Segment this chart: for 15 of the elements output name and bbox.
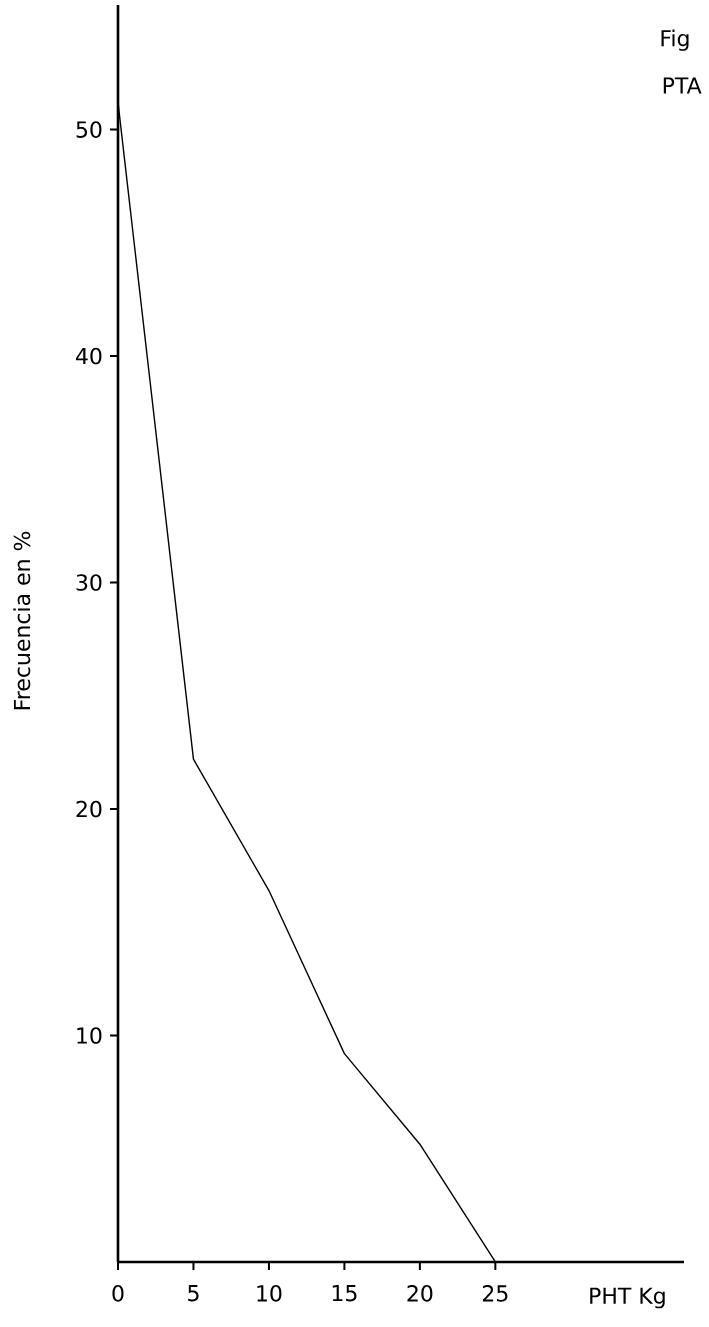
- x-tick-label: 20: [407, 1285, 433, 1302]
- y-tick-label: 10: [77, 1027, 102, 1044]
- x-tick-label: 5: [188, 1285, 199, 1302]
- x-tick-label: 25: [482, 1285, 508, 1302]
- x-tick-label: 15: [332, 1285, 357, 1302]
- y-tick-label: 20: [76, 800, 102, 818]
- annotation: PTA: [663, 77, 702, 94]
- x-axis-title: PHT Kg: [590, 1287, 665, 1309]
- y-axis-title: Frecuencia en %: [13, 531, 31, 710]
- x-tick-label: 0: [112, 1285, 124, 1302]
- annotation: Fig: [661, 29, 689, 51]
- y-tick-label: 50: [76, 121, 102, 138]
- x-tick-label: 10: [257, 1285, 282, 1302]
- y-tick-label: 40: [76, 347, 102, 365]
- y-tick-label: 30: [76, 574, 102, 591]
